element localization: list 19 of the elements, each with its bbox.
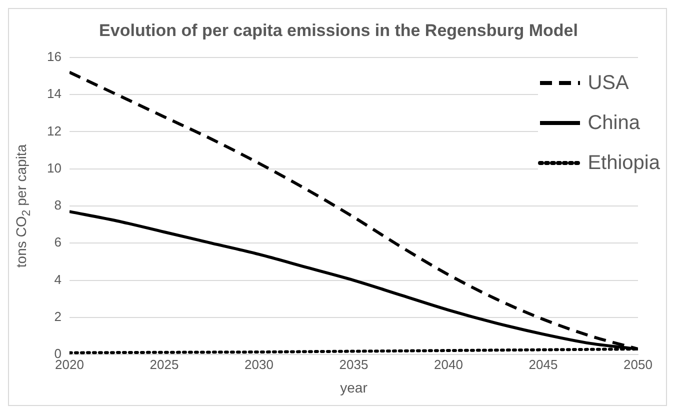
- x-tick-label: 2030: [244, 356, 274, 372]
- y-tick-label: 2: [54, 309, 62, 324]
- y-tick-label: 10: [46, 160, 62, 176]
- chart-title: Evolution of per capita emissions in the Regensburg Model: [99, 20, 578, 40]
- legend-label: USA: [588, 72, 629, 95]
- x-tick-label: 2025: [150, 356, 179, 372]
- y-tick-label: 14: [46, 86, 62, 102]
- y-tick-label: 4: [54, 272, 62, 287]
- x-tick-label: 2035: [339, 356, 368, 372]
- legend-label: Ethiopia: [588, 152, 660, 175]
- x-tick-label: 2040: [434, 356, 463, 372]
- y-tick-label: 12: [46, 123, 62, 138]
- legend-label: China: [588, 112, 640, 135]
- y-tick-label: 6: [54, 234, 62, 250]
- y-tick-label: 16: [46, 48, 62, 64]
- x-axis-title: year: [340, 379, 368, 396]
- x-tick-label: 2045: [528, 356, 558, 372]
- x-tick-label: 2050: [624, 356, 652, 372]
- y-tick-label: 8: [54, 198, 62, 213]
